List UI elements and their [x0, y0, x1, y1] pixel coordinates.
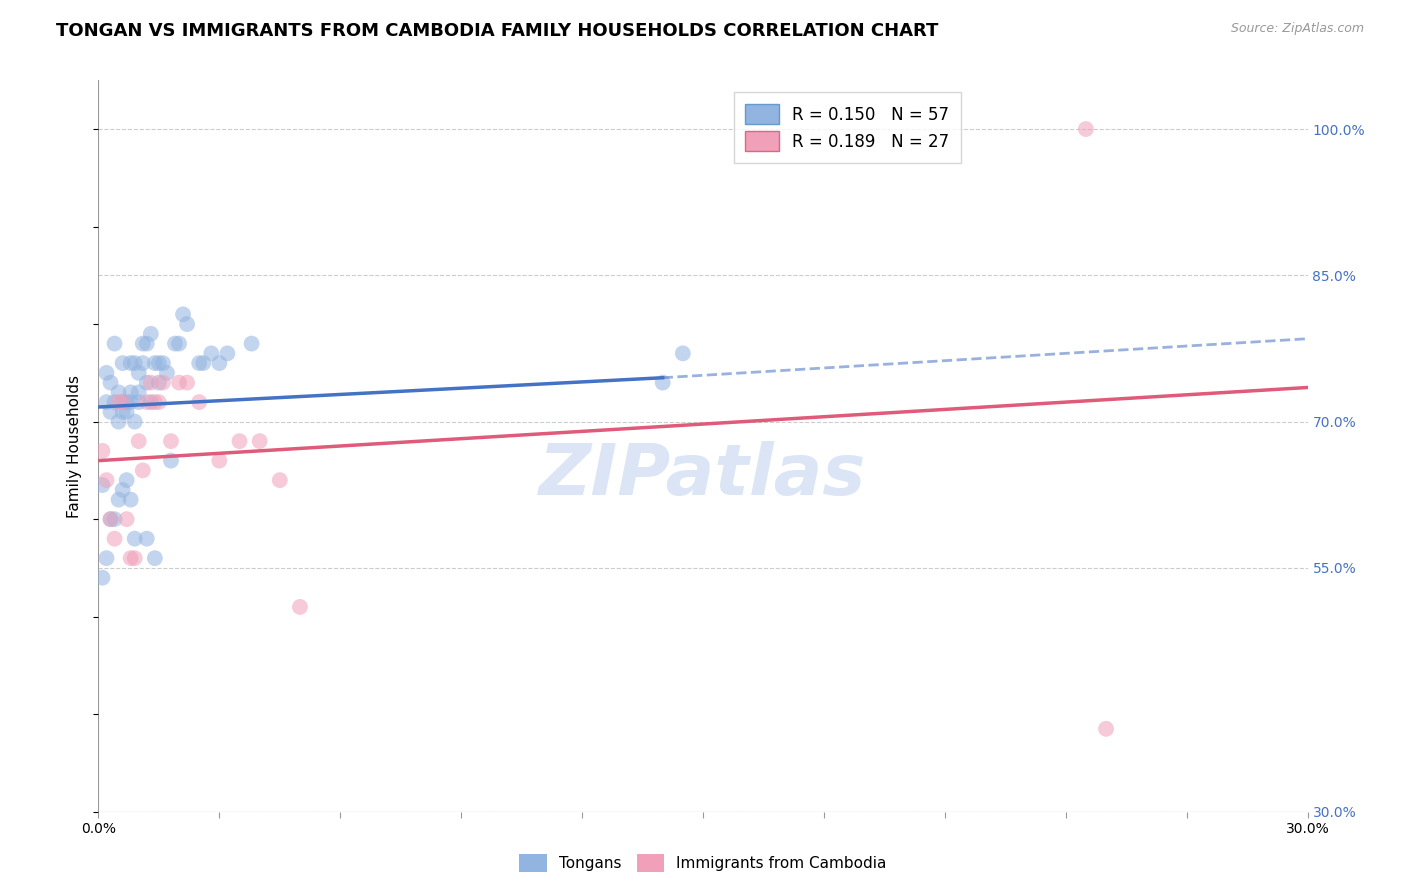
Point: [163, 336, 186, 351]
Point: [100, 512, 122, 526]
Point: [139, 376, 162, 390]
Point: [120, 492, 142, 507]
Point: [128, 366, 150, 380]
Point: [91, 478, 114, 492]
Point: [143, 395, 166, 409]
Point: [132, 336, 155, 351]
Point: [208, 356, 231, 370]
Point: [148, 356, 170, 370]
Point: [1074, 122, 1097, 136]
Point: [103, 395, 125, 409]
Text: Source: ZipAtlas.com: Source: ZipAtlas.com: [1230, 22, 1364, 36]
Point: [120, 551, 142, 566]
Legend: Tongans, Immigrants from Cambodia: Tongans, Immigrants from Cambodia: [512, 846, 894, 880]
Point: [107, 415, 129, 429]
Point: [135, 336, 157, 351]
Point: [107, 385, 129, 400]
Point: [217, 346, 239, 360]
Point: [115, 405, 138, 419]
Point: [143, 356, 166, 370]
Text: TONGAN VS IMMIGRANTS FROM CAMBODIA FAMILY HOUSEHOLDS CORRELATION CHART: TONGAN VS IMMIGRANTS FROM CAMBODIA FAMIL…: [56, 22, 939, 40]
Point: [111, 356, 134, 370]
Point: [96, 473, 118, 487]
Point: [249, 434, 271, 449]
Point: [135, 376, 157, 390]
Point: [115, 395, 138, 409]
Legend: R = 0.150   N = 57, R = 0.189   N = 27: R = 0.150 N = 57, R = 0.189 N = 27: [734, 92, 960, 163]
Point: [156, 366, 179, 380]
Point: [100, 512, 122, 526]
Point: [135, 395, 157, 409]
Point: [96, 395, 118, 409]
Point: [269, 473, 291, 487]
Point: [139, 395, 162, 409]
Point: [160, 453, 183, 467]
Point: [139, 326, 162, 341]
Point: [128, 395, 150, 409]
Point: [228, 434, 250, 449]
Point: [288, 599, 311, 614]
Point: [188, 356, 211, 370]
Point: [124, 532, 146, 546]
Point: [176, 317, 198, 331]
Point: [120, 395, 142, 409]
Point: [135, 532, 157, 546]
Point: [1095, 722, 1118, 736]
Point: [128, 385, 150, 400]
Point: [115, 512, 138, 526]
Point: [193, 356, 215, 370]
Point: [152, 376, 174, 390]
Point: [120, 385, 142, 400]
Point: [96, 366, 118, 380]
Point: [103, 512, 125, 526]
Point: [107, 395, 129, 409]
Point: [103, 532, 125, 546]
Point: [124, 356, 146, 370]
Point: [111, 405, 134, 419]
Point: [107, 492, 129, 507]
Point: [103, 336, 125, 351]
Point: [111, 483, 134, 497]
Point: [176, 376, 198, 390]
Point: [240, 336, 263, 351]
Point: [115, 473, 138, 487]
Point: [96, 551, 118, 566]
Point: [208, 453, 231, 467]
Point: [124, 415, 146, 429]
Point: [167, 336, 190, 351]
Point: [111, 395, 134, 409]
Point: [160, 434, 183, 449]
Point: [132, 356, 155, 370]
Point: [124, 551, 146, 566]
Point: [672, 346, 695, 360]
Point: [128, 434, 150, 449]
Point: [120, 356, 142, 370]
Point: [188, 395, 211, 409]
Point: [200, 346, 222, 360]
Point: [148, 376, 170, 390]
Point: [132, 463, 155, 477]
Point: [111, 395, 134, 409]
Point: [91, 571, 114, 585]
Y-axis label: Family Households: Family Households: [67, 375, 83, 517]
Point: [651, 376, 673, 390]
Point: [152, 356, 174, 370]
Point: [91, 443, 114, 458]
Point: [100, 376, 122, 390]
Point: [100, 405, 122, 419]
Point: [143, 551, 166, 566]
Text: ZIPatlas: ZIPatlas: [540, 441, 866, 509]
Point: [148, 395, 170, 409]
Point: [172, 307, 194, 321]
Point: [167, 376, 190, 390]
